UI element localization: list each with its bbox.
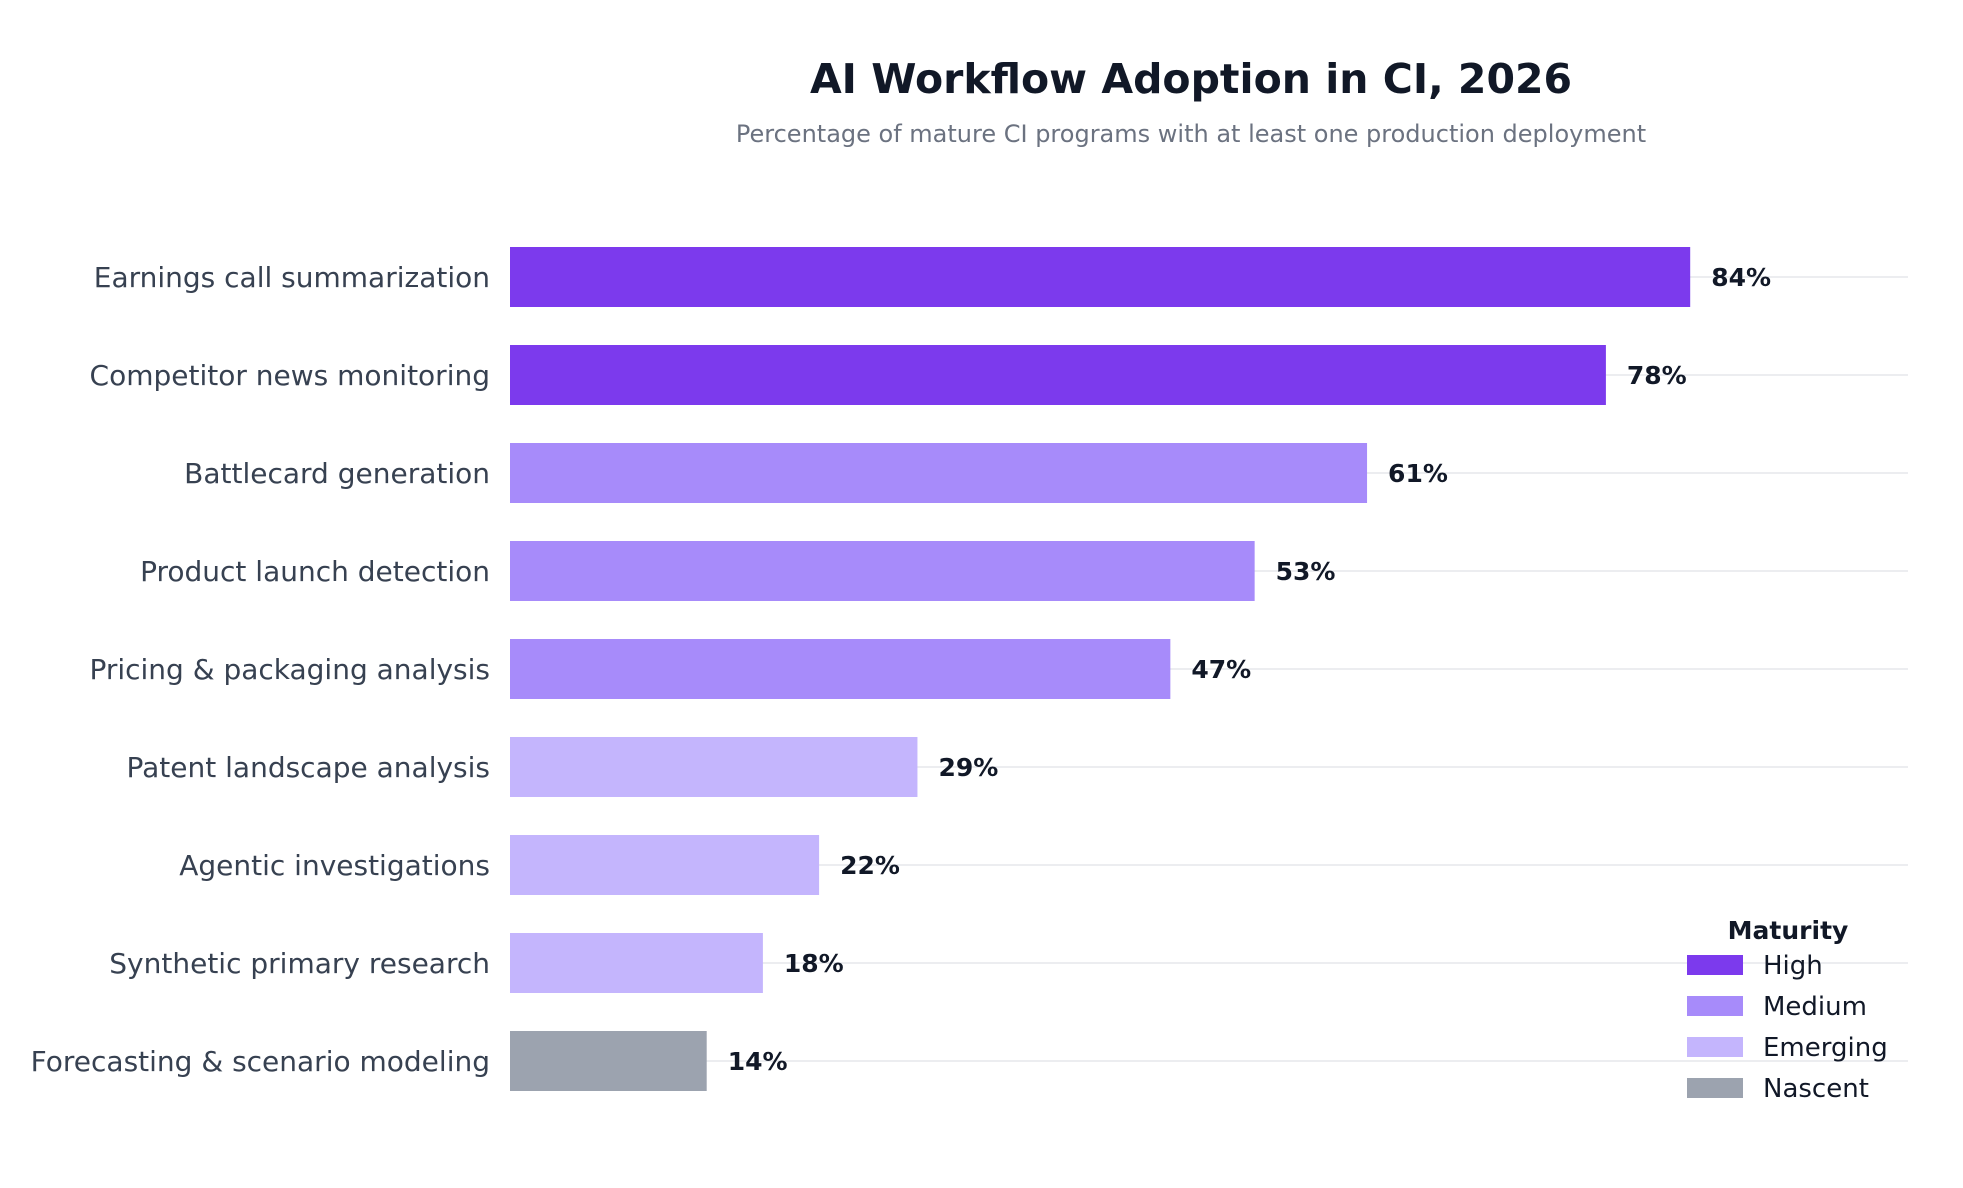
legend-swatch xyxy=(1687,955,1743,975)
bar xyxy=(510,345,1606,405)
data-label: 22% xyxy=(840,851,900,880)
category-label: Pricing & packaging analysis xyxy=(89,653,490,686)
bar xyxy=(510,541,1255,601)
bar xyxy=(510,443,1368,503)
category-label: Forecasting & scenario modeling xyxy=(31,1045,490,1078)
chart-title: AI Workflow Adoption in CI, 2026 xyxy=(810,55,1572,103)
plot-area: Earnings call summarization 84% Competitor… xyxy=(31,247,1908,1091)
data-label: 47% xyxy=(1191,655,1251,684)
category-label: Synthetic primary research xyxy=(109,947,490,980)
data-label: 61% xyxy=(1388,459,1448,488)
category-label: Product launch detection xyxy=(140,555,490,588)
data-label: 78% xyxy=(1627,361,1687,390)
data-label: 18% xyxy=(784,949,844,978)
category-label: Earnings call summarization xyxy=(94,261,490,294)
legend-label: Nascent xyxy=(1763,1074,1869,1104)
data-label: 29% xyxy=(938,753,998,782)
bar xyxy=(510,639,1171,699)
bar xyxy=(510,835,820,895)
legend-label: High xyxy=(1763,951,1823,981)
legend-title: Maturity xyxy=(1728,916,1849,945)
legend-swatch xyxy=(1687,1037,1743,1057)
category-label: Patent landscape analysis xyxy=(127,751,490,784)
legend-label: Emerging xyxy=(1763,1033,1888,1063)
data-label: 14% xyxy=(728,1047,788,1076)
legend: Maturity High Medium Emerging Nascent xyxy=(1687,916,1888,1104)
category-label: Agentic investigations xyxy=(179,849,490,882)
category-label: Competitor news monitoring xyxy=(90,359,490,392)
chart-subtitle: Percentage of mature CI programs with at… xyxy=(736,120,1646,148)
legend-label: Medium xyxy=(1763,992,1867,1022)
data-label: 53% xyxy=(1276,557,1336,586)
category-label: Battlecard generation xyxy=(184,457,490,490)
bar xyxy=(510,1031,707,1091)
legend-swatch xyxy=(1687,996,1743,1016)
bar xyxy=(510,247,1691,307)
bar xyxy=(510,737,918,797)
legend-swatch xyxy=(1687,1078,1743,1098)
bar xyxy=(510,933,763,993)
data-label: 84% xyxy=(1711,263,1771,292)
